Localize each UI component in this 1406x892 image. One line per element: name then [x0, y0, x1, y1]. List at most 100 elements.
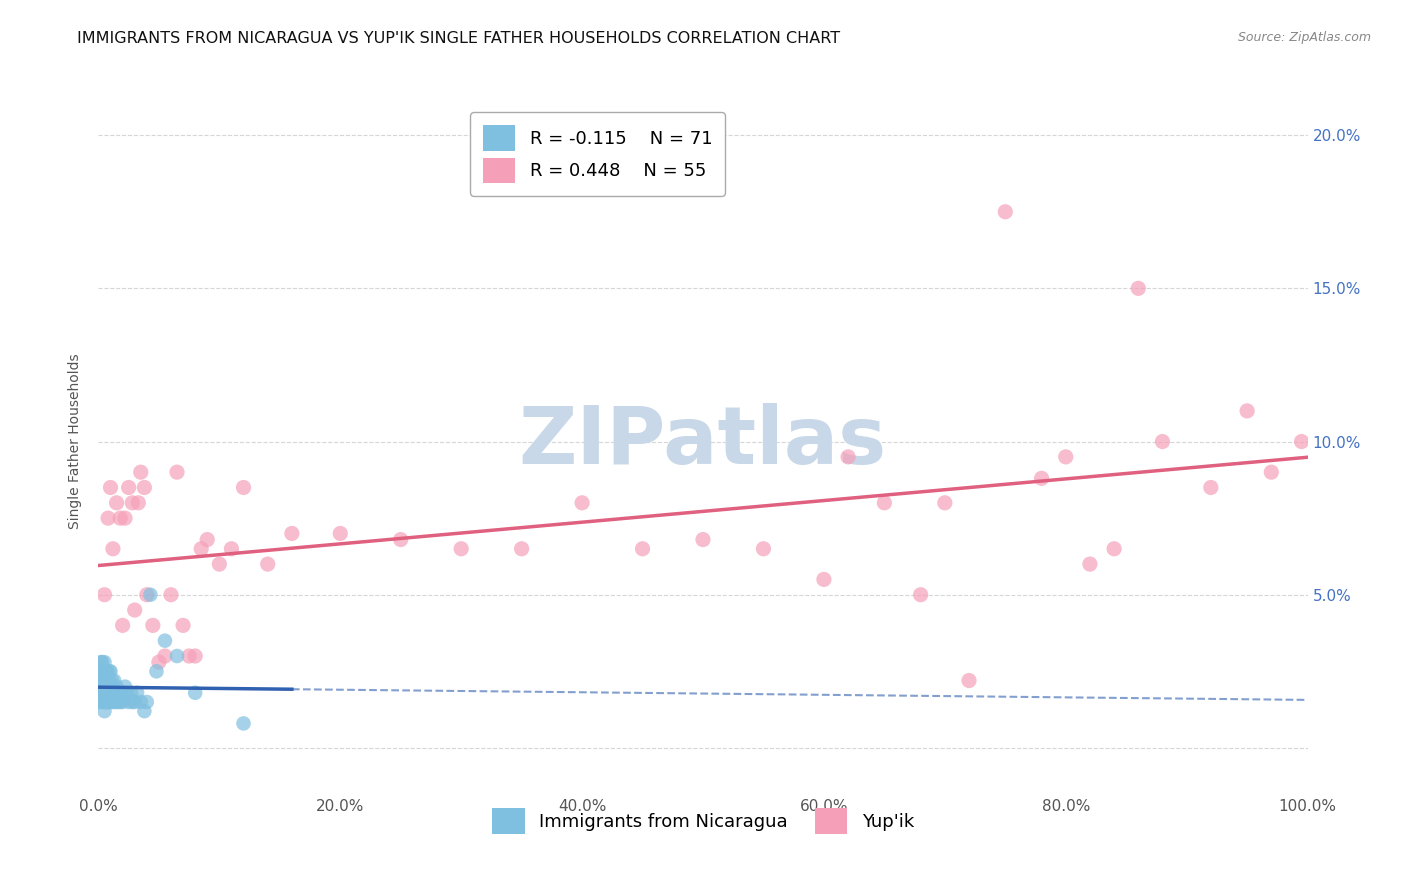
- Point: [281, 526, 304, 541]
- Point: [166, 648, 188, 663]
- Point: [127, 496, 149, 510]
- Point: [98, 665, 121, 679]
- Point: [121, 496, 143, 510]
- Point: [1260, 465, 1282, 479]
- Point: [91, 665, 114, 679]
- Point: [91, 695, 114, 709]
- Point: [121, 695, 143, 709]
- Point: [93, 680, 115, 694]
- Point: [692, 533, 714, 547]
- Point: [111, 695, 134, 709]
- Point: [1128, 281, 1150, 295]
- Point: [172, 618, 194, 632]
- Point: [120, 686, 142, 700]
- Point: [110, 686, 132, 700]
- Point: [108, 511, 131, 525]
- Point: [389, 533, 412, 547]
- Point: [139, 588, 162, 602]
- Point: [108, 695, 131, 709]
- Point: [873, 496, 896, 510]
- Point: [94, 695, 117, 709]
- Point: [813, 573, 835, 587]
- Point: [97, 673, 120, 688]
- Point: [91, 680, 114, 694]
- Point: [89, 680, 111, 694]
- Point: [105, 680, 128, 694]
- Point: [93, 673, 115, 688]
- Point: [179, 648, 201, 663]
- Point: [135, 695, 157, 709]
- Point: [111, 618, 134, 632]
- Point: [129, 695, 152, 709]
- Point: [134, 704, 156, 718]
- Point: [107, 695, 129, 709]
- Point: [184, 648, 207, 663]
- Point: [1236, 404, 1258, 418]
- Point: [221, 541, 243, 556]
- Point: [91, 680, 114, 694]
- Point: [124, 695, 146, 709]
- Point: [91, 686, 114, 700]
- Point: [97, 686, 120, 700]
- Point: [108, 686, 131, 700]
- Point: [1031, 471, 1053, 485]
- Point: [91, 655, 114, 669]
- Point: [148, 655, 170, 669]
- Point: [114, 680, 136, 694]
- Point: [510, 541, 533, 556]
- Point: [232, 716, 254, 731]
- Point: [90, 686, 112, 700]
- Point: [93, 695, 115, 709]
- Point: [994, 204, 1017, 219]
- Point: [97, 511, 120, 525]
- Text: ZIPatlas: ZIPatlas: [519, 402, 887, 481]
- Legend: Immigrants from Nicaragua, Yup'ik: Immigrants from Nicaragua, Yup'ik: [485, 801, 921, 841]
- Point: [142, 618, 165, 632]
- Point: [153, 648, 176, 663]
- Point: [160, 588, 183, 602]
- Point: [89, 665, 111, 679]
- Point: [91, 673, 114, 688]
- Point: [256, 557, 278, 571]
- Point: [1054, 450, 1077, 464]
- Point: [100, 665, 122, 679]
- Point: [93, 704, 115, 718]
- Point: [100, 686, 122, 700]
- Point: [752, 541, 775, 556]
- Point: [1199, 481, 1222, 495]
- Point: [90, 665, 112, 679]
- Point: [1078, 557, 1101, 571]
- Point: [145, 665, 167, 679]
- Point: [93, 655, 115, 669]
- Point: [329, 526, 352, 541]
- Point: [101, 541, 124, 556]
- Point: [118, 695, 141, 709]
- Point: [91, 665, 114, 679]
- Point: [115, 686, 138, 700]
- Point: [910, 588, 932, 602]
- Point: [91, 673, 114, 688]
- Point: [118, 481, 141, 495]
- Point: [134, 481, 156, 495]
- Point: [97, 695, 120, 709]
- Point: [98, 695, 121, 709]
- Point: [184, 686, 207, 700]
- Text: IMMIGRANTS FROM NICARAGUA VS YUP'IK SINGLE FATHER HOUSEHOLDS CORRELATION CHART: IMMIGRANTS FROM NICARAGUA VS YUP'IK SING…: [77, 31, 841, 46]
- Point: [571, 496, 593, 510]
- Point: [91, 686, 114, 700]
- Point: [104, 695, 127, 709]
- Point: [934, 496, 956, 510]
- Point: [114, 511, 136, 525]
- Point: [195, 533, 218, 547]
- Point: [103, 686, 125, 700]
- Y-axis label: Single Father Households: Single Father Households: [69, 354, 83, 529]
- Point: [96, 680, 118, 694]
- Point: [135, 588, 157, 602]
- Point: [103, 673, 125, 688]
- Point: [96, 665, 118, 679]
- Point: [90, 673, 112, 688]
- Point: [94, 680, 117, 694]
- Point: [96, 695, 118, 709]
- Point: [100, 481, 122, 495]
- Point: [98, 680, 121, 694]
